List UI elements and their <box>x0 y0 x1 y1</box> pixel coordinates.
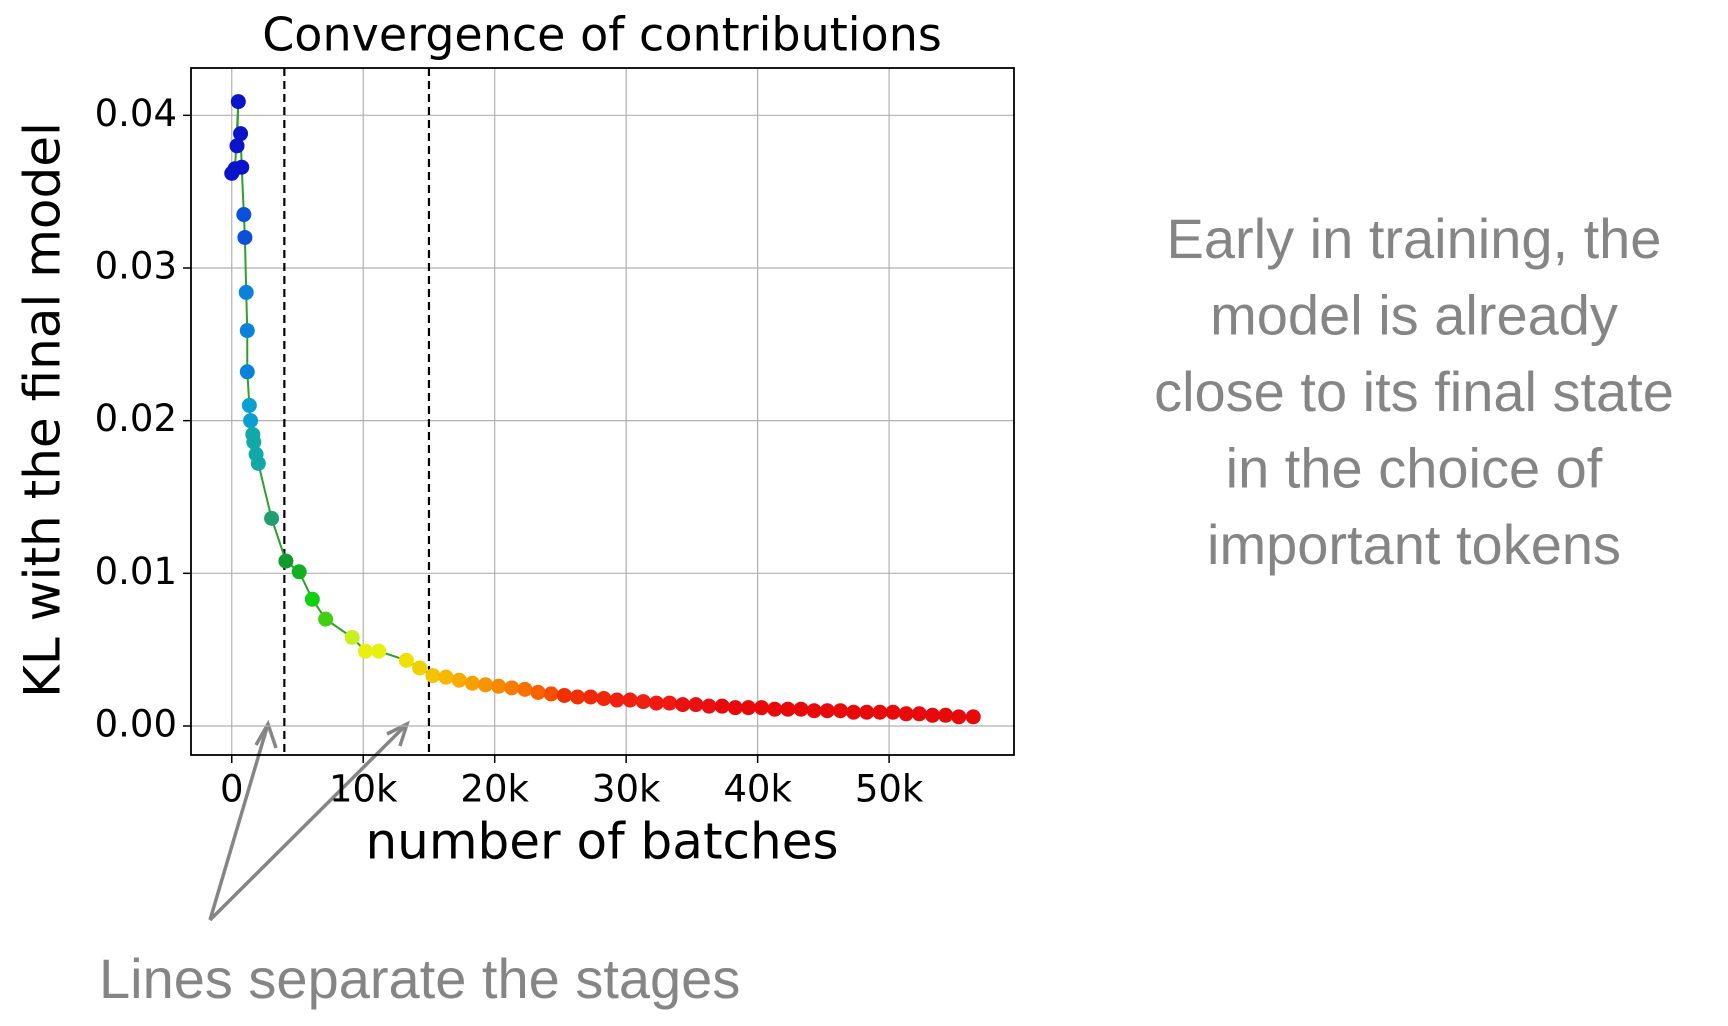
point <box>727 700 743 716</box>
point <box>806 703 822 719</box>
point <box>371 643 387 659</box>
x-tick-label: 30k <box>592 768 661 811</box>
point <box>688 697 704 713</box>
point <box>780 701 796 717</box>
plot-frame <box>190 67 1015 756</box>
point <box>264 510 280 526</box>
point <box>530 684 546 700</box>
point <box>570 689 586 705</box>
description-line: important tokens <box>1207 513 1621 576</box>
point <box>543 686 559 702</box>
point <box>596 691 612 707</box>
point <box>451 672 467 688</box>
point <box>237 229 253 245</box>
point <box>425 668 441 684</box>
point <box>740 700 756 716</box>
x-tick-label: 0 <box>220 768 244 811</box>
arrows <box>208 719 410 922</box>
point <box>246 434 262 450</box>
point <box>648 695 664 711</box>
point <box>662 695 678 711</box>
point <box>278 553 294 569</box>
point <box>504 680 520 696</box>
point <box>635 694 651 710</box>
point <box>241 397 257 413</box>
point <box>885 704 901 720</box>
point <box>701 698 717 714</box>
description-line: Early in training, the <box>1167 207 1662 270</box>
point <box>291 564 307 580</box>
point <box>243 413 259 429</box>
y-tick-label: 0.02 <box>95 397 177 440</box>
point <box>398 652 414 668</box>
y-tick-label: 0.00 <box>95 702 177 745</box>
x-tick-label: 50k <box>855 768 924 811</box>
point <box>767 701 783 717</box>
point <box>872 704 888 720</box>
x-tick-label: 10k <box>329 768 398 811</box>
arrow <box>208 722 409 922</box>
arrow <box>208 723 270 921</box>
point <box>477 677 493 693</box>
point <box>754 700 770 716</box>
point <box>924 707 940 723</box>
point <box>229 138 245 154</box>
point <box>898 706 914 722</box>
point <box>304 591 320 607</box>
x-tick-label: 40k <box>723 768 792 811</box>
point <box>938 707 954 723</box>
x-axis-label: number of batches <box>365 813 838 871</box>
description-line: in the choice of <box>1226 436 1603 499</box>
x-tick-label: 20k <box>460 768 529 811</box>
arrow-head <box>254 719 278 749</box>
point <box>238 284 254 300</box>
point <box>233 126 249 142</box>
point <box>234 159 250 175</box>
point <box>239 323 255 339</box>
point <box>965 709 981 725</box>
chart-title: Convergence of contributions <box>262 8 942 62</box>
y-tick-label: 0.04 <box>95 92 177 135</box>
point <box>911 706 927 722</box>
description-line: model is already <box>1210 283 1618 346</box>
y-tick-label: 0.01 <box>95 550 177 593</box>
point <box>556 687 572 703</box>
point <box>609 692 625 708</box>
point <box>438 669 454 685</box>
point <box>250 455 266 471</box>
point <box>622 692 638 708</box>
point <box>236 207 252 223</box>
point <box>675 697 691 713</box>
point <box>464 675 480 691</box>
y-axis-label: KL with the final model <box>14 122 72 698</box>
point <box>819 703 835 719</box>
point <box>832 703 848 719</box>
description-line: close to its final state <box>1154 360 1674 423</box>
point <box>846 704 862 720</box>
point <box>230 94 246 110</box>
point <box>239 364 255 380</box>
point <box>714 698 730 714</box>
point <box>951 709 967 725</box>
point <box>491 678 507 694</box>
arrow-head <box>386 720 410 747</box>
point <box>412 660 428 676</box>
y-tick-label: 0.03 <box>95 244 177 287</box>
point <box>357 643 373 659</box>
point <box>318 611 334 627</box>
point <box>344 629 360 645</box>
line <box>230 101 974 718</box>
point <box>859 704 875 720</box>
point <box>793 701 809 717</box>
point <box>517 681 533 697</box>
annotation: Lines separate the stages <box>99 947 740 1010</box>
point <box>583 689 599 705</box>
